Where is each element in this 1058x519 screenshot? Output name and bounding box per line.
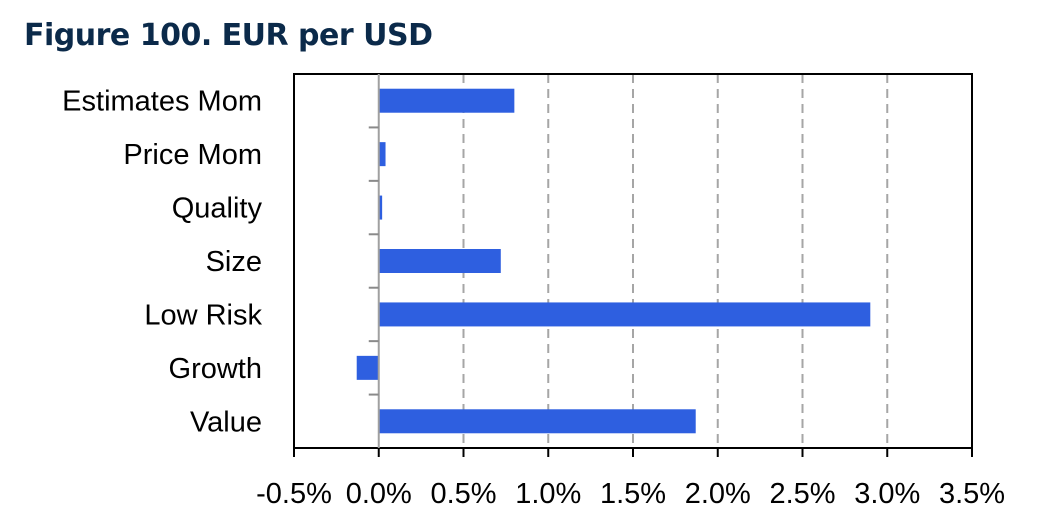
grid-lines: [462, 74, 889, 448]
x-tick-label: 0.5%: [430, 478, 496, 510]
category-label: Low Risk: [144, 299, 262, 331]
bar: [356, 355, 379, 380]
category-label: Estimates Mom: [62, 86, 262, 118]
x-tick-label: 3.5%: [939, 478, 1005, 510]
x-tick-label: 3.0%: [854, 478, 920, 510]
category-label: Value: [190, 406, 262, 438]
axes: [293, 73, 973, 457]
bar: [378, 249, 501, 273]
x-tick-label: 0.0%: [346, 478, 412, 510]
category-label: Price Mom: [123, 139, 262, 171]
x-tick-label: -0.5%: [256, 478, 332, 510]
x-tick-label: 1.5%: [600, 478, 666, 510]
bars: [356, 88, 871, 434]
tick-labels: -0.5% 0.0% 0.5% 1.0% 1.5% 2.0% 2.5% 3.0% 3.5%: [256, 478, 1005, 510]
chart-title: Figure 100. EUR per USD: [24, 18, 433, 53]
bar: [378, 409, 696, 434]
bar: [378, 195, 383, 220]
x-tick-label: 2.0%: [685, 478, 751, 510]
category-label: Quality: [172, 193, 263, 225]
x-tick-label: 2.5%: [769, 478, 835, 510]
category-label: Growth: [169, 353, 262, 385]
x-tick-label: 1.0%: [515, 478, 581, 510]
bar: [378, 302, 871, 327]
category-label: Size: [206, 246, 262, 278]
bar: [378, 142, 386, 167]
bar: [378, 88, 515, 113]
category-labels: Estimates Mom Price Mom Quality Size Low Ris…: [62, 86, 262, 439]
